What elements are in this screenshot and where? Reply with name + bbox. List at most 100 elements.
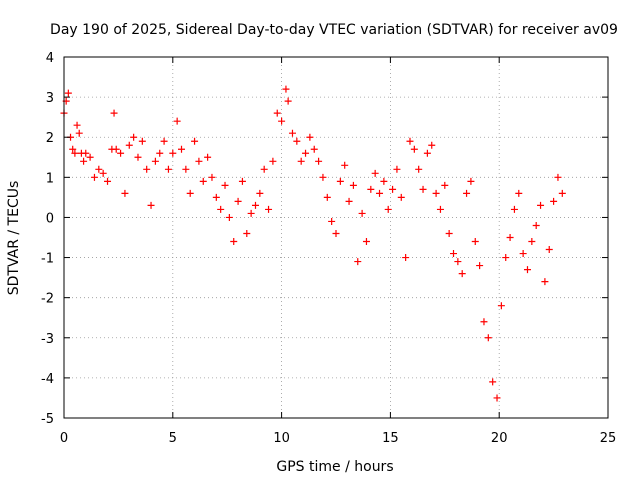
data-point bbox=[212, 193, 220, 201]
grid-lines bbox=[64, 57, 608, 418]
y-tick-label: 1 bbox=[46, 171, 54, 186]
x-tick-label: 20 bbox=[491, 431, 508, 446]
data-point bbox=[332, 229, 340, 237]
data-point bbox=[256, 189, 264, 197]
data-point bbox=[463, 189, 471, 197]
data-point bbox=[480, 318, 488, 326]
data-point bbox=[147, 201, 155, 209]
y-tick-label: 4 bbox=[46, 51, 54, 66]
data-point bbox=[225, 213, 233, 221]
data-point bbox=[90, 173, 98, 181]
data-point bbox=[151, 157, 159, 165]
data-point bbox=[143, 165, 151, 173]
data-point bbox=[406, 137, 414, 145]
data-point bbox=[86, 153, 94, 161]
axis-ticks: 0 5 10 15 20 25 -5 -4 -3 -2 -1 0 1 2 3 4 bbox=[41, 51, 616, 446]
data-point bbox=[397, 193, 405, 201]
data-point bbox=[293, 137, 301, 145]
data-point bbox=[195, 157, 203, 165]
data-point bbox=[419, 185, 427, 193]
data-point bbox=[550, 197, 558, 205]
data-point bbox=[104, 177, 112, 185]
data-point bbox=[349, 181, 357, 189]
chart-title: Day 190 of 2025, Sidereal Day-to-day VTE… bbox=[50, 22, 618, 38]
data-point bbox=[384, 205, 392, 213]
data-point bbox=[284, 97, 292, 105]
data-point bbox=[71, 149, 79, 157]
data-point bbox=[519, 250, 527, 258]
data-point bbox=[282, 85, 290, 93]
data-point bbox=[376, 189, 384, 197]
data-point bbox=[247, 209, 255, 217]
data-point bbox=[73, 121, 81, 129]
data-point bbox=[454, 258, 462, 266]
data-point bbox=[302, 149, 310, 157]
y-tick-label: 3 bbox=[46, 91, 54, 106]
data-point bbox=[423, 149, 431, 157]
data-point bbox=[230, 238, 238, 246]
data-point bbox=[362, 238, 370, 246]
data-point bbox=[297, 157, 305, 165]
y-axis-label: SDTVAR / TECUs bbox=[6, 181, 22, 296]
y-tick-label: -4 bbox=[41, 372, 54, 387]
data-point bbox=[204, 153, 212, 161]
data-point bbox=[243, 229, 251, 237]
data-point bbox=[117, 149, 125, 157]
data-point bbox=[182, 165, 190, 173]
data-point bbox=[80, 157, 88, 165]
data-point bbox=[82, 149, 90, 157]
y-tick-label: -3 bbox=[41, 332, 54, 347]
data-point bbox=[415, 165, 423, 173]
data-point bbox=[537, 201, 545, 209]
data-point bbox=[367, 185, 375, 193]
data-point bbox=[138, 137, 146, 145]
data-point bbox=[110, 109, 118, 117]
data-point bbox=[64, 89, 72, 97]
data-point bbox=[467, 177, 475, 185]
data-point bbox=[532, 221, 540, 229]
data-point bbox=[208, 173, 216, 181]
data-point bbox=[217, 205, 225, 213]
data-point bbox=[251, 201, 259, 209]
data-point bbox=[436, 205, 444, 213]
data-point bbox=[441, 181, 449, 189]
data-point bbox=[269, 157, 277, 165]
data-point bbox=[345, 197, 353, 205]
data-point bbox=[489, 378, 497, 386]
plot-frame bbox=[63, 56, 609, 419]
data-point bbox=[502, 254, 510, 262]
x-tick-label: 5 bbox=[169, 431, 177, 446]
data-point bbox=[328, 217, 336, 225]
data-point bbox=[450, 250, 458, 258]
data-point bbox=[493, 394, 501, 402]
data-point bbox=[265, 205, 273, 213]
data-point bbox=[160, 137, 168, 145]
data-point bbox=[545, 246, 553, 254]
data-point bbox=[510, 205, 518, 213]
data-point bbox=[389, 185, 397, 193]
data-point bbox=[554, 173, 562, 181]
y-tick-label: -5 bbox=[41, 412, 54, 427]
data-point bbox=[199, 177, 207, 185]
x-tick-label: 25 bbox=[600, 431, 617, 446]
y-tick-label: -2 bbox=[41, 292, 54, 307]
data-point bbox=[506, 234, 514, 241]
data-point bbox=[112, 145, 120, 153]
data-point bbox=[221, 181, 229, 189]
y-tick-label: 0 bbox=[46, 211, 54, 226]
data-point bbox=[288, 129, 296, 137]
data-point bbox=[497, 302, 505, 310]
data-point bbox=[402, 254, 410, 262]
data-point bbox=[515, 189, 523, 197]
data-point bbox=[371, 169, 379, 177]
data-point bbox=[173, 117, 181, 125]
data-point bbox=[178, 145, 186, 153]
data-point bbox=[306, 133, 314, 141]
data-point bbox=[484, 334, 492, 342]
y-tick-label: 2 bbox=[46, 131, 54, 146]
data-point bbox=[278, 117, 286, 125]
data-point bbox=[393, 165, 401, 173]
data-point bbox=[95, 165, 103, 173]
data-point bbox=[134, 153, 142, 161]
